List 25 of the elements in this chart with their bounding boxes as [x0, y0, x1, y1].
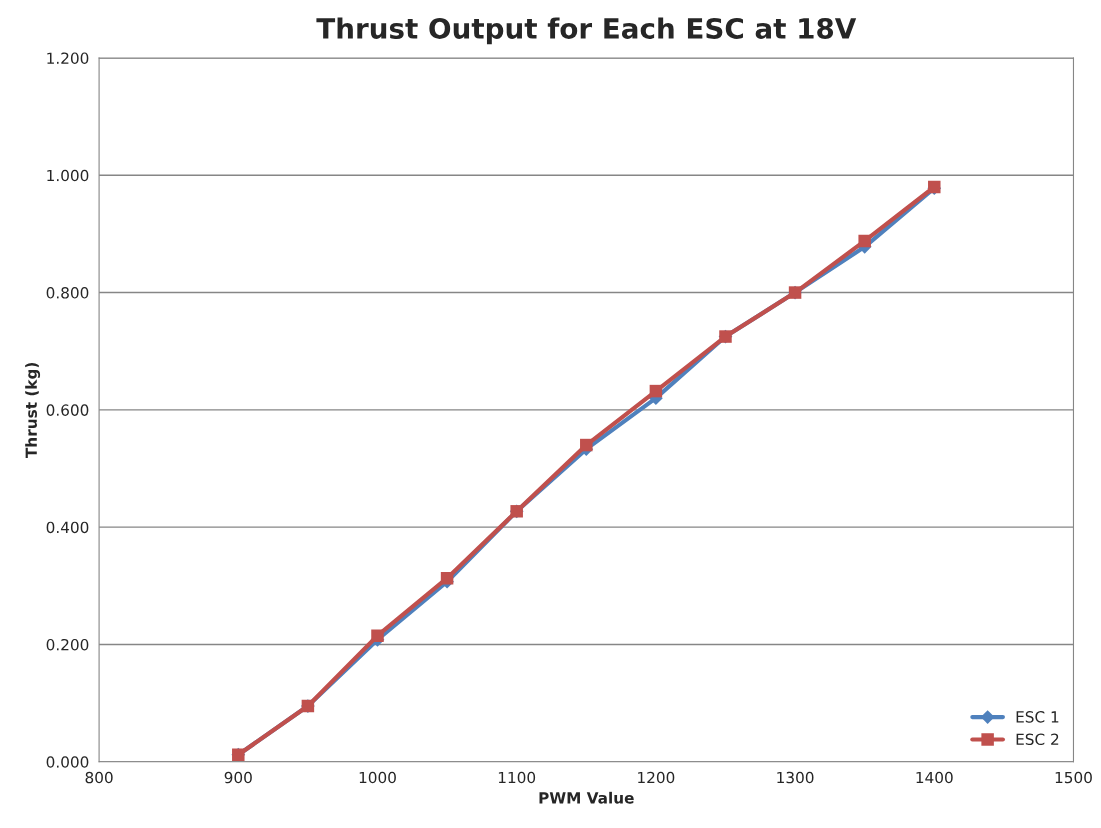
x-tick-label: 800 [85, 771, 113, 784]
x-tick-label: 1500 [1055, 771, 1092, 784]
point [440, 571, 454, 585]
y-tick-label: 0.800 [46, 287, 89, 299]
y-tick-label: 0.600 [46, 404, 89, 416]
y-tick-label: 1.000 [47, 169, 89, 182]
y-tick-label: 0.400 [46, 521, 89, 534]
x-tick-label: 1000 [359, 771, 396, 784]
point [649, 384, 663, 398]
x-axis-title: PWM Value [539, 791, 634, 804]
legend-label: ESC 2 [1016, 733, 1059, 746]
y-axis-title: Thrust (kg) [25, 362, 41, 459]
x-tick-label: 1100 [498, 771, 536, 784]
point [580, 438, 593, 452]
y-tick-label: 0.000 [46, 756, 89, 768]
point [858, 234, 871, 248]
y-tick-label: 0.200 [46, 638, 89, 651]
legend-label: ESC 1 [1016, 711, 1059, 723]
point [371, 629, 384, 642]
x-tick-label: 1400 [916, 771, 953, 784]
x-tick-label: 1200 [638, 771, 675, 784]
y-tick-label: 1.200 [47, 52, 89, 64]
x-tick-label: 900 [224, 771, 252, 784]
chart-title: Thrust Output for Each ESC at 18V [316, 17, 857, 45]
x-tick-label: 1300 [777, 771, 814, 784]
